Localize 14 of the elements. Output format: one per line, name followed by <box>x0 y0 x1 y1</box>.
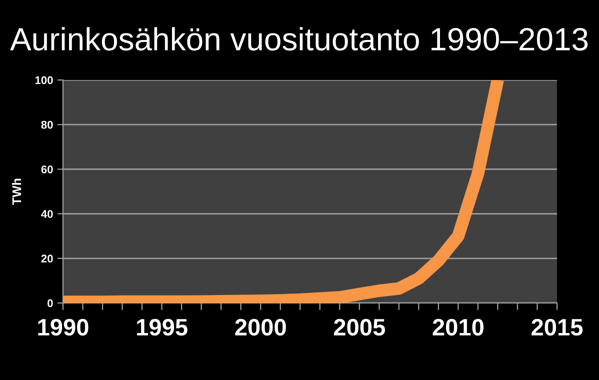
y-tick-label: 100 <box>35 76 53 84</box>
y-tick-label: 0 <box>48 299 53 308</box>
x-tick-label: 2015 <box>532 318 583 336</box>
y-tick-label: 60 <box>41 165 53 174</box>
x-tick-label: 2000 <box>235 318 286 336</box>
x-tick-label: 2010 <box>432 318 484 336</box>
x-tick-label: 2005 <box>334 318 386 336</box>
x-tick-label: 1995 <box>137 318 188 336</box>
y-tick-label: 80 <box>41 120 53 129</box>
y-axis-title: TWh <box>12 178 22 205</box>
y-tick-label: 40 <box>41 210 53 218</box>
y-tick-label: 20 <box>41 254 53 263</box>
chart-title: Aurinkosähkön vuosituotanto 1990–2013 <box>10 27 588 51</box>
x-tick-label: 1990 <box>38 318 88 336</box>
